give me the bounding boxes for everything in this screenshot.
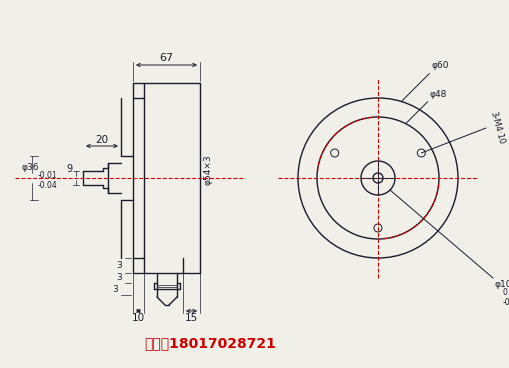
Text: φ36: φ36	[22, 163, 40, 173]
Text: φ10: φ10	[495, 280, 509, 289]
Text: φ48: φ48	[430, 90, 447, 99]
Text: 0
-0.018: 0 -0.018	[503, 288, 509, 307]
Text: 20: 20	[95, 135, 108, 145]
Text: φ54×3: φ54×3	[204, 155, 213, 185]
Text: 10: 10	[132, 313, 145, 323]
Text: φ60: φ60	[432, 61, 449, 71]
Text: 3: 3	[112, 284, 118, 294]
Text: 15: 15	[185, 313, 198, 323]
Text: 3: 3	[116, 261, 122, 270]
Text: -0.01
-0.04: -0.01 -0.04	[38, 171, 58, 190]
Text: 3-M4·10: 3-M4·10	[488, 110, 505, 146]
Text: 3: 3	[116, 273, 122, 283]
Text: 9: 9	[66, 164, 72, 174]
Text: 67: 67	[159, 53, 174, 63]
Text: 手机：18017028721: 手机：18017028721	[144, 336, 276, 350]
